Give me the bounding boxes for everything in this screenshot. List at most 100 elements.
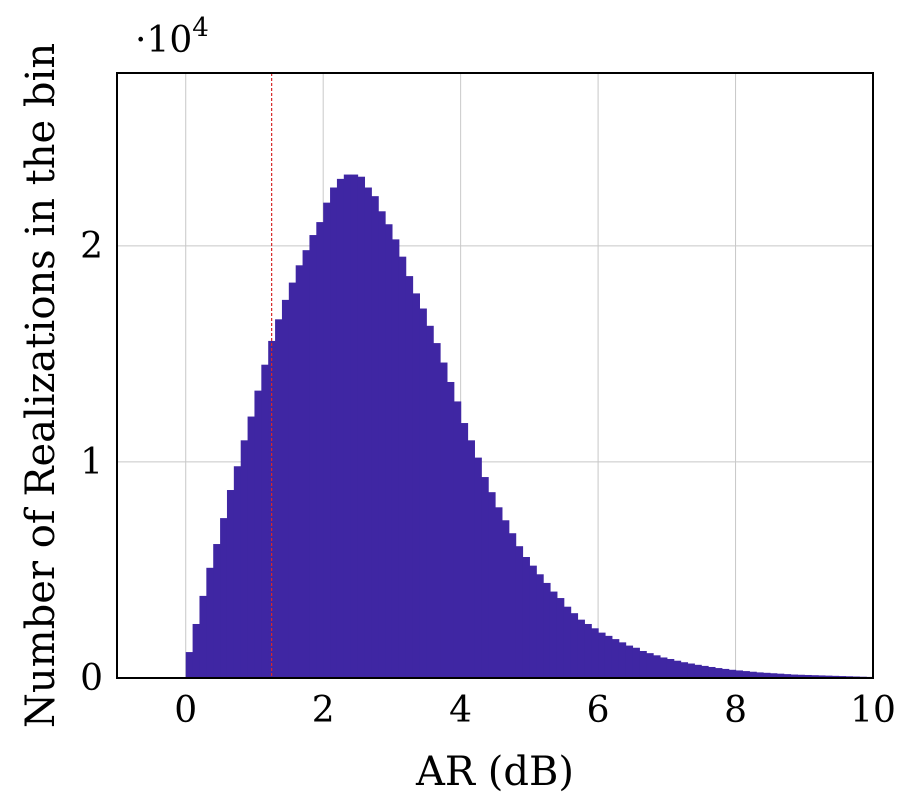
histogram-bar	[556, 598, 565, 678]
histogram-bar	[240, 440, 249, 678]
y-tick-label: 0	[80, 658, 103, 699]
histogram-bar	[316, 222, 324, 678]
histogram-bar	[818, 675, 826, 678]
histogram-bar	[261, 364, 269, 678]
histogram-bar	[653, 655, 661, 678]
x-tick-label: 8	[724, 690, 747, 731]
histogram-bar	[831, 675, 840, 678]
histogram-bar	[302, 250, 311, 678]
histogram-bar	[714, 668, 723, 678]
histogram-bar	[426, 325, 434, 678]
histogram-bar	[783, 674, 792, 678]
histogram-bar	[378, 211, 386, 679]
histogram-bar	[543, 582, 551, 678]
histogram-bar	[185, 652, 194, 678]
y-axis-multiplier: ·104	[135, 13, 209, 61]
y-axis-label: Number of Realizations in the bin	[18, 43, 64, 728]
histogram-bar	[536, 574, 544, 678]
y-tick-label: 2	[80, 226, 103, 267]
histogram-bar	[604, 635, 613, 678]
histogram-bar	[213, 544, 221, 678]
histogram-bar	[199, 595, 207, 678]
histogram-bar	[570, 613, 579, 678]
histogram-bar	[618, 642, 627, 678]
histogram-bar	[646, 653, 654, 678]
histogram-bar	[254, 390, 262, 678]
histogram-bar	[529, 565, 537, 678]
histogram-bar	[769, 673, 778, 678]
histogram-bar	[742, 671, 750, 678]
histogram-bar	[666, 658, 675, 678]
x-axis-label: AR (dB)	[415, 749, 574, 795]
histogram-bar	[591, 628, 599, 678]
histogram-bar	[639, 650, 647, 678]
x-tick-labels: 0 2 4 6 8 10	[174, 690, 896, 731]
histogram-bar	[343, 174, 352, 678]
histogram-bar	[336, 178, 345, 678]
histogram-bar	[776, 673, 785, 678]
histogram-bar	[694, 664, 702, 678]
histogram-bar	[804, 674, 812, 678]
histogram-bar	[206, 567, 214, 678]
histogram-bar	[756, 672, 764, 678]
histogram-bar	[577, 619, 585, 678]
histogram-bar	[474, 457, 482, 678]
histogram-bar	[735, 670, 744, 678]
histogram-bar	[721, 668, 730, 678]
histogram-bars	[185, 174, 874, 679]
histogram-bar	[385, 224, 393, 678]
histogram-bar	[398, 256, 407, 678]
histogram-bar	[281, 299, 290, 678]
histogram-bar	[790, 674, 798, 678]
histogram-bar	[701, 665, 709, 678]
histogram-bar	[584, 623, 592, 678]
histogram-bar	[405, 276, 414, 678]
histogram-bar	[680, 662, 689, 678]
histogram-bar	[364, 187, 372, 678]
histogram-bar	[687, 663, 695, 678]
histogram-bar	[549, 591, 558, 678]
x-tick-label: 4	[449, 690, 472, 731]
histogram-bar	[275, 319, 283, 678]
histogram-bar	[440, 362, 448, 678]
histogram-bar	[309, 235, 317, 678]
histogram-bar	[288, 282, 297, 678]
histogram-bar	[446, 381, 455, 678]
histogram-bar	[433, 343, 441, 678]
histogram-bar	[728, 669, 737, 678]
y-multiplier-base: ·10	[135, 20, 192, 61]
histogram-bar	[763, 672, 771, 678]
histogram-bar	[247, 416, 256, 678]
histogram-bar	[192, 623, 201, 678]
histogram-bar	[611, 639, 620, 678]
histogram-bar	[371, 196, 379, 679]
histogram-bar	[598, 632, 606, 678]
plot-frame	[116, 72, 874, 679]
histogram-bar	[481, 477, 489, 678]
y-multiplier-exponent: 4	[192, 13, 209, 43]
histogram-bar	[295, 265, 304, 678]
histogram-bar	[220, 518, 228, 678]
x-tick-label: 6	[587, 690, 610, 731]
histogram-bar	[323, 202, 331, 678]
histogram-bar	[488, 492, 496, 678]
histogram-bar	[467, 440, 475, 678]
histogram-bar	[495, 507, 503, 678]
y-tick-label: 1	[80, 442, 103, 483]
histogram-bar	[824, 675, 833, 678]
histogram-bar	[350, 174, 359, 678]
histogram-bar	[412, 293, 420, 678]
histogram-bar	[330, 187, 338, 678]
histogram-bar	[226, 490, 235, 678]
histogram-bar	[625, 645, 634, 678]
histogram-bar	[659, 657, 668, 678]
histogram-bar	[522, 557, 530, 678]
histogram-bar	[563, 606, 572, 678]
histogram-bar	[501, 520, 510, 678]
x-tick-label: 0	[174, 690, 197, 731]
x-tick-label: 2	[312, 690, 335, 731]
histogram-bar	[233, 466, 242, 678]
histogram-bar	[508, 533, 517, 678]
histogram-bar	[749, 671, 757, 678]
